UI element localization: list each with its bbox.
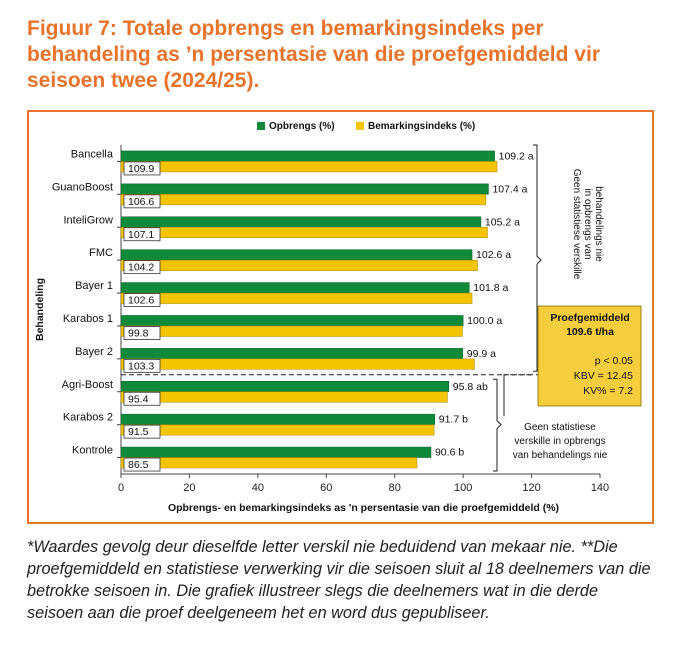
bar-bemarking [120, 259, 478, 271]
bar-opbrengs [120, 183, 489, 195]
data-label-opbrengs: 90.6 b [435, 447, 464, 459]
category-label: Bancella [71, 148, 114, 160]
data-label-box-bemarking [123, 457, 161, 472]
legend-swatch-opbrengs [257, 122, 265, 130]
data-label-bemarking: 107.1 [128, 229, 154, 241]
legend-label-bemarking: Bemarkingsindeks (%) [368, 121, 475, 132]
bar-opbrengs [120, 150, 495, 162]
data-label-bemarking: 99.8 [128, 327, 149, 339]
chart-frame: 0 20 40 60 80 100 120 140 Opbrengs- en bemarking… [27, 110, 654, 524]
data-label-box-bemarking [123, 161, 161, 176]
category-label: Bayer 1 [75, 280, 113, 292]
x-axis-label: Opbrengs- en bemarkingsindeks as 'n pers… [168, 502, 559, 514]
bar-bemarking [120, 391, 448, 403]
data-label-opbrengs: 109.2 a [499, 150, 534, 162]
x-tick-label: 120 [522, 482, 540, 494]
data-label-opbrengs: 91.7 b [439, 414, 468, 426]
data-label-opbrengs: 99.9 a [467, 348, 496, 360]
bar-opbrengs [120, 413, 435, 425]
bar-opbrengs [120, 249, 473, 261]
bar-bemarking [120, 194, 486, 206]
data-label-opbrengs: 107.4 a [492, 183, 527, 195]
trial-stat-line: KBV = 12.45 [574, 370, 633, 382]
data-label-bemarking: 95.4 [128, 393, 149, 405]
group-b-annotation-line: Geen statistiese [524, 422, 596, 433]
bar-bemarking [120, 292, 473, 304]
legend-label-opbrengs: Opbrengs (%) [269, 121, 335, 132]
group-a-annotation-line: behandelings nie [593, 186, 604, 262]
bar-opbrengs [120, 216, 482, 228]
data-label-bemarking: 102.6 [128, 295, 154, 307]
legend-swatch-bemarking [356, 122, 364, 130]
bar-opbrengs [120, 446, 432, 458]
bar-bemarking [120, 457, 418, 469]
data-label-box-bemarking [123, 326, 161, 340]
data-label-opbrengs: 102.6 a [476, 249, 511, 261]
group-b-annotation-line: van behandelings nie [513, 450, 608, 461]
bar-bemarking [120, 161, 498, 173]
category-label: InteliGrow [63, 214, 113, 226]
bar-opbrengs [120, 315, 464, 327]
data-label-opbrengs: 101.8 a [473, 282, 508, 294]
x-tick-label: 80 [389, 482, 401, 494]
trial-mean-value: 109.6 t/ha [566, 326, 614, 338]
category-label: Bayer 2 [75, 346, 113, 358]
data-label-box-bemarking [123, 424, 161, 439]
category-label: Kontrole [72, 445, 113, 457]
bar-opbrengs [120, 282, 470, 294]
x-tick-label: 100 [454, 482, 472, 494]
data-label-box-bemarking [123, 293, 161, 307]
group-a-annotation-line: in opbrengs van [582, 188, 593, 259]
category-label: GuanoBoost [52, 181, 113, 193]
trial-stat-line: KV% = 7.2 [583, 385, 633, 397]
category-label: FMC [89, 247, 113, 259]
data-label-opbrengs: 105.2 a [485, 216, 520, 228]
data-label-bemarking: 109.9 [128, 163, 154, 175]
bar-bemarking [120, 358, 475, 370]
bar-chart: 0 20 40 60 80 100 120 140 Opbrengs- en bemarking… [34, 121, 642, 514]
data-label-bemarking: 103.3 [128, 360, 154, 372]
x-tick-label: 140 [591, 482, 609, 494]
bar-opbrengs [120, 381, 450, 392]
trial-stat-line: p < 0.05 [595, 355, 633, 367]
data-label-opbrengs: 100.0 a [467, 315, 502, 327]
data-label-bemarking: 91.5 [128, 426, 149, 438]
x-tick-label: 0 [118, 482, 124, 494]
x-tick-label: 20 [183, 482, 195, 494]
group-b-brace [493, 378, 502, 472]
data-label-box-bemarking [123, 391, 161, 406]
data-label-opbrengs: 95.8 ab [453, 381, 488, 393]
category-label: Karabos 1 [63, 313, 113, 325]
bar-opbrengs [120, 348, 464, 360]
group-b-annotation-line: verskille in opbrengs [514, 436, 605, 447]
bar-bemarking [120, 227, 488, 238]
bar-bemarking [120, 424, 435, 436]
x-tick-label: 60 [320, 482, 332, 494]
trial-mean-box [537, 305, 642, 407]
category-label: Karabos 2 [63, 412, 113, 424]
data-label-bemarking: 86.5 [128, 459, 149, 471]
data-label-box-bemarking [123, 358, 161, 373]
trial-mean-title: Proefgemiddeld [550, 312, 629, 324]
bar-bemarking [120, 325, 463, 337]
group-a-brace [533, 144, 542, 372]
y-axis-label: Behandeling [34, 278, 46, 341]
data-label-bemarking: 104.2 [128, 262, 154, 274]
x-tick-label: 40 [252, 482, 264, 494]
category-label: Agri-Boost [62, 379, 113, 391]
data-label-box-bemarking [123, 227, 161, 242]
footnote: *Waardes gevolg deur dieselfde letter ve… [27, 538, 651, 622]
data-label-box-bemarking [123, 260, 161, 275]
data-label-box-bemarking [123, 194, 161, 209]
group-a-annotation-bg [547, 147, 565, 297]
data-label-bemarking: 106.6 [128, 196, 154, 208]
group-a-annotation-line: Geen statistiese verskille [571, 169, 582, 280]
figure-title: Figuur 7: Totale opbrengs en bemarkingsi… [27, 17, 600, 92]
